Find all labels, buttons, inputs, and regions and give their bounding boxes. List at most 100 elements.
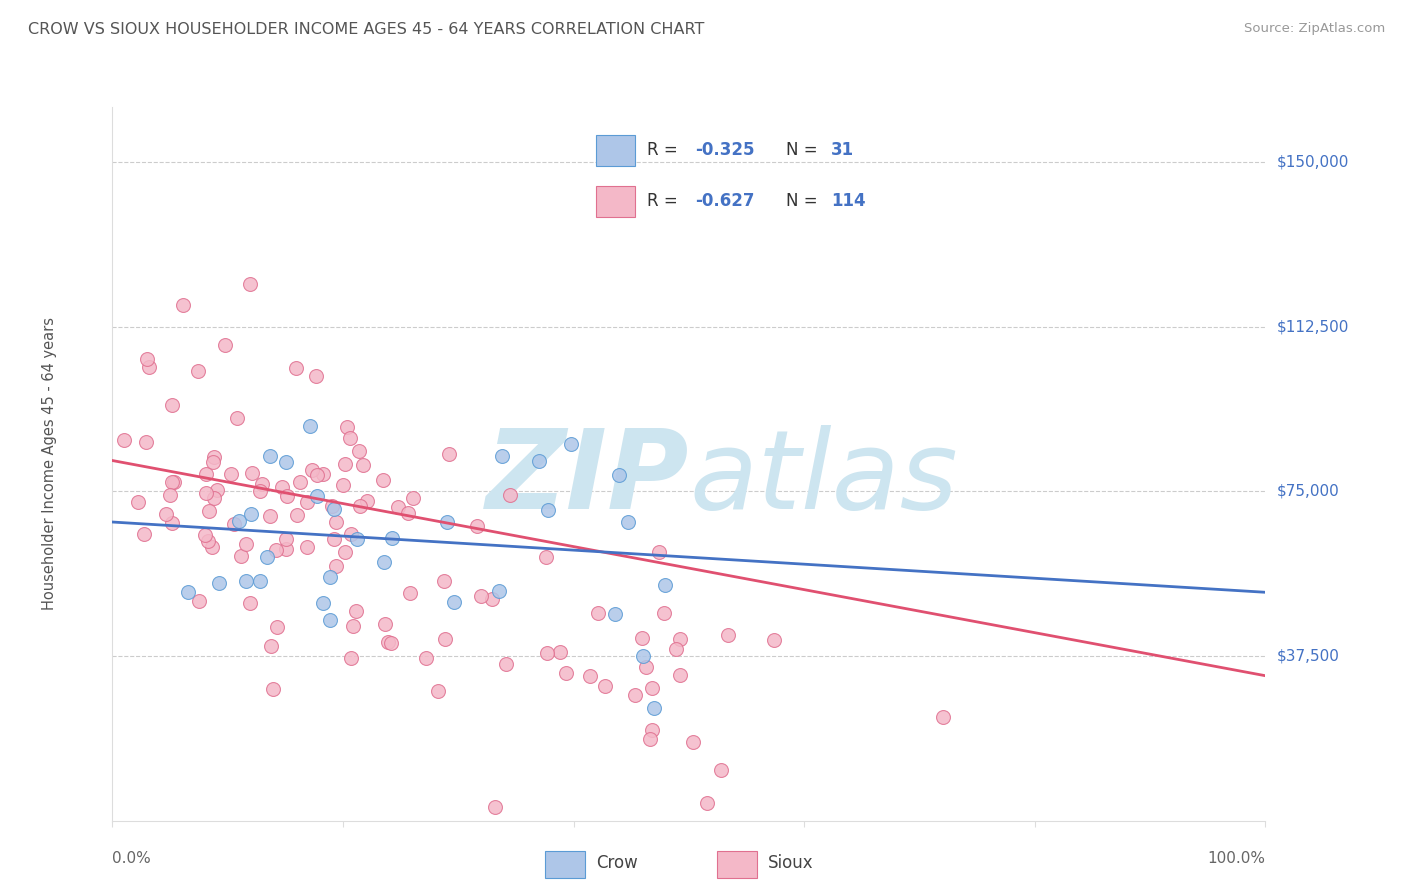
Point — [235, 537, 257, 551]
Point — [135, 352, 157, 367]
Point — [932, 710, 955, 724]
Point — [160, 475, 183, 490]
Point — [374, 616, 396, 631]
Point — [195, 467, 218, 482]
Point — [433, 632, 456, 647]
Point — [221, 467, 243, 482]
Point — [307, 489, 329, 503]
Point — [112, 434, 135, 448]
Point — [264, 542, 287, 557]
Point — [256, 549, 278, 564]
Point — [202, 491, 225, 506]
Point — [631, 648, 654, 663]
Point — [333, 545, 356, 559]
Point — [648, 545, 671, 559]
Text: R =: R = — [647, 193, 683, 211]
Point — [321, 499, 343, 513]
Point — [160, 398, 183, 412]
Point — [339, 526, 361, 541]
Point — [339, 431, 361, 445]
Point — [349, 500, 371, 514]
Point — [160, 516, 183, 531]
Text: 100.0%: 100.0% — [1208, 851, 1265, 866]
FancyBboxPatch shape — [546, 851, 585, 878]
Point — [669, 632, 692, 646]
Point — [276, 541, 298, 556]
Point — [177, 585, 200, 599]
Text: R =: R = — [647, 141, 683, 159]
Point — [159, 487, 181, 501]
Point — [415, 650, 437, 665]
Point — [226, 411, 249, 425]
Point — [323, 502, 346, 516]
Point — [433, 574, 456, 589]
Text: 0.0%: 0.0% — [112, 851, 152, 866]
Point — [669, 668, 692, 682]
Text: -0.325: -0.325 — [696, 141, 755, 159]
Point — [240, 507, 263, 521]
Point — [491, 450, 513, 464]
Point — [228, 514, 250, 528]
Point — [465, 518, 488, 533]
Point — [371, 473, 394, 487]
Point — [224, 516, 246, 531]
Point — [319, 570, 342, 584]
Point — [262, 682, 284, 697]
Point — [631, 631, 654, 645]
Point — [763, 633, 786, 648]
Point — [682, 735, 704, 749]
Text: N =: N = — [786, 141, 823, 159]
Point — [249, 574, 271, 588]
Point — [155, 507, 177, 521]
Point — [534, 549, 557, 564]
Point — [231, 549, 253, 564]
Point — [586, 606, 609, 620]
Point — [332, 478, 354, 492]
Point — [652, 607, 675, 621]
Text: $112,500: $112,500 — [1277, 319, 1348, 334]
Point — [342, 619, 364, 633]
Point — [381, 531, 404, 545]
Point — [323, 532, 346, 546]
Point — [617, 516, 640, 530]
FancyBboxPatch shape — [596, 186, 636, 218]
Point — [352, 458, 374, 472]
Point — [297, 495, 319, 509]
Text: atlas: atlas — [689, 425, 957, 532]
Text: -0.627: -0.627 — [696, 193, 755, 211]
Text: N =: N = — [786, 193, 823, 211]
Point — [238, 596, 260, 610]
Text: $37,500: $37,500 — [1277, 648, 1340, 664]
Point — [270, 480, 292, 494]
Point — [641, 681, 664, 695]
Point — [214, 337, 236, 351]
Point — [325, 559, 347, 574]
Point — [437, 447, 460, 461]
Point — [427, 683, 450, 698]
Point — [529, 454, 551, 468]
Point — [436, 515, 458, 529]
Point — [285, 508, 308, 523]
Point — [470, 589, 492, 603]
Point — [239, 277, 262, 292]
Text: Householder Income Ages 45 - 64 years: Householder Income Ages 45 - 64 years — [42, 318, 56, 610]
Text: 31: 31 — [831, 141, 855, 159]
FancyBboxPatch shape — [596, 136, 636, 166]
Text: $75,000: $75,000 — [1277, 483, 1340, 499]
Point — [396, 506, 419, 520]
Point — [295, 540, 318, 554]
Point — [305, 368, 328, 383]
Point — [307, 468, 329, 483]
Point — [443, 595, 465, 609]
Text: Sioux: Sioux — [768, 854, 814, 872]
Point — [484, 800, 506, 814]
Point — [638, 732, 661, 747]
Point — [235, 574, 257, 588]
Point — [299, 419, 322, 434]
Point — [346, 532, 368, 546]
Point — [290, 475, 312, 489]
Point — [208, 575, 231, 590]
Point — [259, 508, 281, 523]
Point — [607, 468, 630, 483]
Point — [249, 484, 271, 499]
